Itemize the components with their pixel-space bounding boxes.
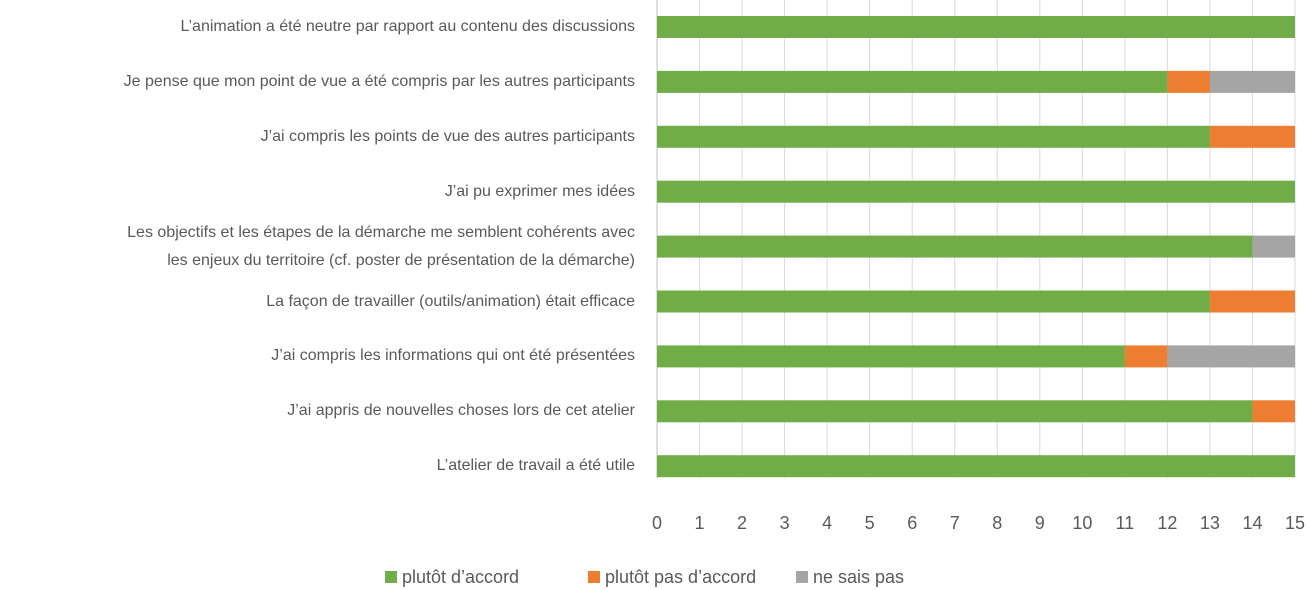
legend-swatch [588, 571, 600, 583]
category-label: J’ai compris les informations qui ont ét… [271, 347, 635, 365]
x-tick-label: 10 [1072, 513, 1092, 533]
category-label: La façon de travailler (outils/animation… [266, 292, 635, 310]
legend-label: ne sais pas [813, 567, 904, 587]
category-label: Je pense que mon point de vue a été comp… [123, 72, 635, 90]
x-tick-label: 15 [1285, 513, 1305, 533]
bar-segment [1252, 235, 1295, 258]
bar-segment [1167, 70, 1210, 93]
x-tick-label: 14 [1242, 513, 1262, 533]
bar-segment [1209, 290, 1295, 313]
category-label: L’animation a été neutre par rapport au … [180, 18, 635, 35]
x-tick-label: 13 [1200, 513, 1220, 533]
bar-segment [1167, 345, 1295, 368]
bar-segment [657, 235, 1253, 258]
bar-segment [657, 180, 1295, 203]
legend-label: plutôt pas d’accord [605, 567, 756, 587]
x-tick-label: 9 [1035, 513, 1045, 533]
x-tick-label: 11 [1116, 513, 1135, 533]
category-label: J’ai pu exprimer mes idées [444, 182, 635, 200]
bar-segment [1252, 400, 1295, 423]
x-tick-label: 7 [950, 513, 960, 533]
bar-segment [1124, 345, 1168, 368]
x-tick-label: 1 [695, 513, 705, 533]
legend-swatch [385, 571, 397, 583]
bar-segment [657, 70, 1168, 93]
bar-segment [1209, 70, 1295, 93]
bar-segment [657, 345, 1125, 368]
bar-segment [657, 400, 1253, 423]
bar-segment [657, 16, 1295, 38]
legend-label: plutôt d’accord [402, 567, 519, 587]
x-tick-label: 0 [652, 513, 662, 533]
x-tick-label: 12 [1157, 513, 1177, 533]
category-label: L’atelier de travail a été utile [436, 457, 635, 475]
category-label: J’ai compris les points de vue des autre… [260, 127, 635, 145]
bar-segment [657, 290, 1210, 313]
x-tick-label: 2 [737, 513, 747, 533]
x-tick-label: 4 [822, 513, 832, 533]
legend-swatch [796, 571, 808, 583]
x-tick-label: 8 [992, 513, 1002, 533]
x-tick-label: 6 [907, 513, 917, 533]
bar-segment [1209, 125, 1295, 148]
category-label: J’ai appris de nouvelles choses lors de … [287, 402, 635, 420]
bar-segment [657, 125, 1210, 148]
category-label: Les objectifs et les étapes de la démarc… [127, 223, 635, 269]
x-tick-label: 3 [780, 513, 790, 533]
x-tick-label: 5 [865, 513, 875, 533]
bar-segment [657, 455, 1295, 478]
